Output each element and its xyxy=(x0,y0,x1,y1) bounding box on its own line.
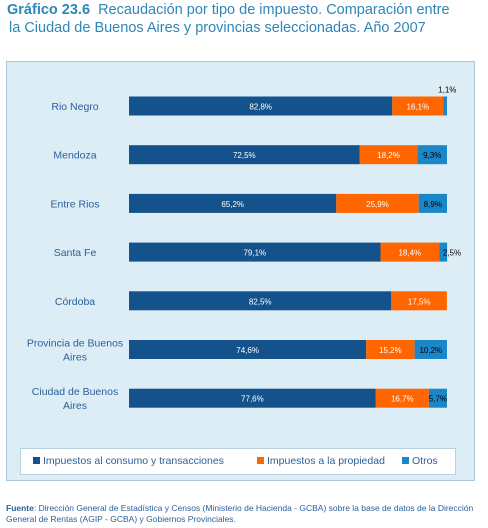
data-label: 10,2% xyxy=(419,346,442,355)
category-label-line: Córdoba xyxy=(55,296,95,308)
category-label: Mendoza xyxy=(53,150,96,162)
stacked-bar-chart: Rio Negro 82,8% 16,1% 1,1% Mendoza 72,5% 18,2%… xyxy=(27,86,461,413)
bar-segment xyxy=(418,193,447,213)
bar-segment xyxy=(439,242,448,262)
data-label: 18,4% xyxy=(398,249,421,258)
chart-number: Gráfico 23.6 xyxy=(7,2,91,18)
bar-segment xyxy=(428,388,447,408)
bar-segment xyxy=(129,96,393,116)
bar-segment xyxy=(391,291,447,311)
legend-item: Otros xyxy=(402,455,438,467)
bar-segment xyxy=(129,291,392,311)
category-label: Ciudad de Buenos Aires xyxy=(32,386,118,412)
data-label: 8,9% xyxy=(424,200,442,209)
category-label-line: Entre Rios xyxy=(50,198,99,210)
legend: Impuestos al consumo y transacciones Impu… xyxy=(20,448,456,475)
bar-segment xyxy=(129,193,337,213)
source-text: : Dirección General de Estadística y Cen… xyxy=(6,503,474,524)
bar-segment xyxy=(380,242,439,262)
source-label: Fuente xyxy=(6,503,34,513)
category-label: Entre Rios xyxy=(50,198,99,210)
legend-item: Impuestos a la propiedad xyxy=(257,455,385,467)
category-label: Santa Fe xyxy=(54,247,97,259)
chart-title-line2: la Ciudad de Buenos Aires y provincias s… xyxy=(9,20,426,36)
legend-label: Otros xyxy=(412,455,438,467)
legend-label: Impuestos a la propiedad xyxy=(267,455,385,467)
category-label: Rio Negro xyxy=(51,101,98,113)
data-label: 65,2% xyxy=(221,200,244,209)
data-label: 16,1% xyxy=(407,103,430,112)
category-label-line: Santa Fe xyxy=(54,247,97,259)
category-label-line: Rio Negro xyxy=(51,101,98,113)
bar-segment xyxy=(375,388,429,408)
data-label: 79,1% xyxy=(243,249,266,258)
bar-segment xyxy=(414,340,447,359)
data-label: 77,6% xyxy=(241,395,264,404)
bar-segment xyxy=(129,340,367,359)
legend-swatch xyxy=(257,457,264,464)
category-label-line: Ciudad de Buenos xyxy=(32,386,118,398)
chart-title-line1: Gráfico 23.6 Recaudación por tipo de imp… xyxy=(7,2,450,18)
legend-label: Impuestos al consumo y transacciones xyxy=(43,455,224,467)
bar-segment xyxy=(129,145,360,165)
category-label-line: Provincia de Buenos xyxy=(27,338,123,350)
data-label: 18,2% xyxy=(377,151,400,160)
source-note: Fuente: Dirección General de Estadística… xyxy=(6,503,482,525)
data-label: 15,2% xyxy=(379,346,402,355)
data-label: 2,5% xyxy=(443,249,461,258)
bar-segment xyxy=(392,96,444,116)
category-label-line: Mendoza xyxy=(53,150,96,162)
data-label: 82,8% xyxy=(249,103,272,112)
category-label: Provincia de Buenos Aires xyxy=(27,338,123,364)
category-label-line: Aires xyxy=(63,400,87,412)
legend-swatch xyxy=(33,457,40,464)
data-label: 5,7% xyxy=(429,395,447,404)
bar-segment xyxy=(129,242,381,262)
category-label-line: Aires xyxy=(63,352,87,364)
legend-swatch xyxy=(402,457,409,464)
legend-item: Impuestos al consumo y transacciones xyxy=(33,455,224,467)
category-label: Córdoba xyxy=(55,296,95,308)
bar-segment xyxy=(336,193,419,213)
data-label: 82,5% xyxy=(249,297,272,306)
data-label: 74,6% xyxy=(236,346,259,355)
bar-segment xyxy=(417,145,447,165)
data-label: 1,1% xyxy=(438,86,456,95)
bar-segment xyxy=(359,145,418,165)
chart-panel: Rio Negro 82,8% 16,1% 1,1% Mendoza 72,5% 18,2%… xyxy=(6,61,475,481)
data-label: 72,5% xyxy=(233,151,256,160)
data-label: 16,7% xyxy=(391,395,414,404)
data-label: 25,9% xyxy=(366,200,389,209)
bar-segment xyxy=(443,96,447,116)
data-label: 17,5% xyxy=(408,297,431,306)
chart-title-text: Recaudación por tipo de impuesto. Compar… xyxy=(98,2,450,18)
bar-segment xyxy=(366,340,415,359)
data-label: 9,3% xyxy=(423,151,441,160)
bar-segment xyxy=(129,388,376,408)
